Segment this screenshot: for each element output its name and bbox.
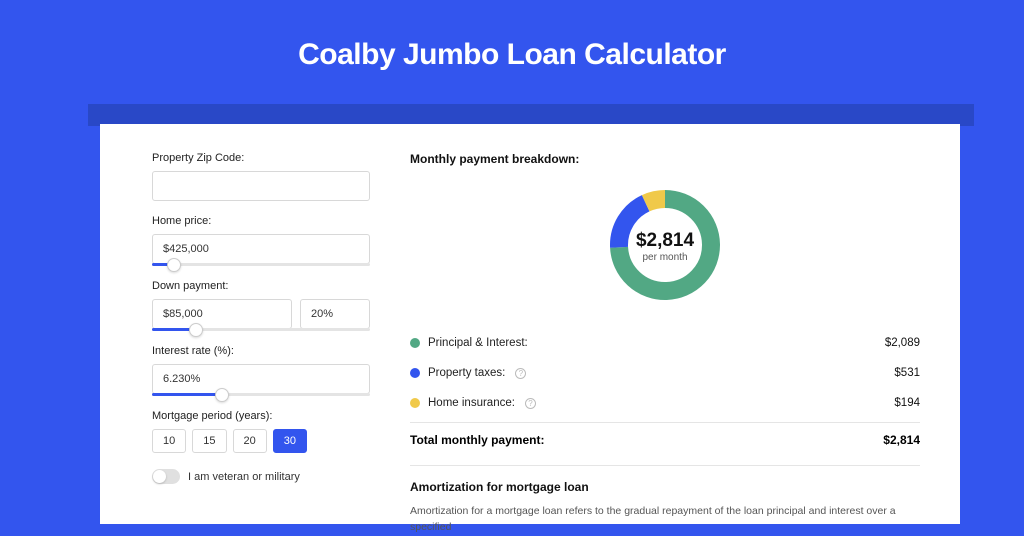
home-price-slider[interactable] <box>152 263 370 266</box>
mortgage-period-label: Mortgage period (years): <box>152 410 370 422</box>
interest-rate-label: Interest rate (%): <box>152 345 370 357</box>
breakdown-title: Monthly payment breakdown: <box>410 152 920 166</box>
amortization-block: Amortization for mortgage loan Amortizat… <box>410 465 920 536</box>
legend-label: Principal & Interest: <box>428 337 528 349</box>
total-value: $2,814 <box>883 433 920 447</box>
zip-field: Property Zip Code: <box>152 152 370 201</box>
veteran-label: I am veteran or military <box>188 471 300 483</box>
accent-bar <box>88 104 974 126</box>
total-row: Total monthly payment: $2,814 <box>410 422 920 447</box>
legend-row: Home insurance:? $194 <box>410 388 920 418</box>
amortization-text: Amortization for a mortgage loan refers … <box>410 504 920 536</box>
veteran-row: I am veteran or military <box>152 469 370 484</box>
period-button-10[interactable]: 10 <box>152 429 186 453</box>
veteran-toggle[interactable] <box>152 469 180 484</box>
legend-dot <box>410 338 420 348</box>
info-icon[interactable]: ? <box>515 368 526 379</box>
calculator-card: Property Zip Code: Home price: Down paym… <box>100 124 960 524</box>
home-price-field: Home price: <box>152 215 370 266</box>
breakdown-legend: Principal & Interest: $2,089 Property taxe… <box>410 328 920 418</box>
period-button-20[interactable]: 20 <box>233 429 267 453</box>
down-payment-slider[interactable] <box>152 328 370 331</box>
donut-amount: $2,814 <box>636 230 695 251</box>
home-price-input[interactable] <box>152 234 370 264</box>
interest-rate-input[interactable] <box>152 364 370 394</box>
toggle-knob <box>153 470 166 483</box>
mortgage-period-options: 1015 2030 <box>152 429 370 453</box>
legend-dot <box>410 398 420 408</box>
legend-row: Property taxes:? $531 <box>410 358 920 388</box>
legend-dot <box>410 368 420 378</box>
donut-chart: $2,814 per month <box>410 180 920 310</box>
donut-sub: per month <box>642 252 687 263</box>
down-payment-percent-input[interactable] <box>300 299 370 329</box>
mortgage-period-field: Mortgage period (years): 1015 2030 <box>152 410 370 453</box>
amortization-title: Amortization for mortgage loan <box>410 480 920 494</box>
zip-label: Property Zip Code: <box>152 152 370 164</box>
home-price-label: Home price: <box>152 215 370 227</box>
down-payment-amount-input[interactable] <box>152 299 292 329</box>
legend-value: $2,089 <box>885 337 920 349</box>
legend-row: Principal & Interest: $2,089 <box>410 328 920 358</box>
period-button-30[interactable]: 30 <box>273 429 307 453</box>
legend-value: $194 <box>894 397 920 409</box>
zip-input[interactable] <box>152 171 370 201</box>
legend-value: $531 <box>894 367 920 379</box>
donut-slice <box>646 199 665 203</box>
period-button-15[interactable]: 15 <box>192 429 226 453</box>
form-column: Property Zip Code: Home price: Down paym… <box>100 152 390 524</box>
legend-label: Home insurance: <box>428 397 515 409</box>
breakdown-column: Monthly payment breakdown: $2,814 per mo… <box>390 152 960 524</box>
down-payment-label: Down payment: <box>152 280 370 292</box>
total-label: Total monthly payment: <box>410 433 544 447</box>
down-payment-field: Down payment: <box>152 280 370 331</box>
legend-label: Property taxes: <box>428 367 505 379</box>
page-title: Coalby Jumbo Loan Calculator <box>0 0 1024 72</box>
interest-rate-slider[interactable] <box>152 393 370 396</box>
info-icon[interactable]: ? <box>525 398 536 409</box>
interest-rate-field: Interest rate (%): <box>152 345 370 396</box>
